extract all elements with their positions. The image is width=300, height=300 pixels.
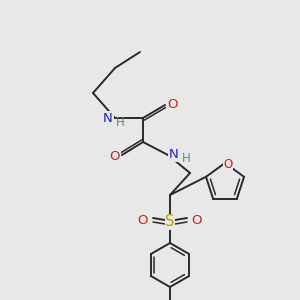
Text: N: N — [103, 112, 113, 124]
Text: O: O — [110, 149, 120, 163]
Text: O: O — [224, 158, 232, 172]
Text: O: O — [167, 98, 177, 110]
Text: S: S — [165, 214, 175, 230]
Text: H: H — [182, 152, 190, 166]
Text: O: O — [138, 214, 148, 226]
Text: N: N — [169, 148, 179, 161]
Text: O: O — [192, 214, 202, 226]
Text: H: H — [116, 116, 124, 128]
